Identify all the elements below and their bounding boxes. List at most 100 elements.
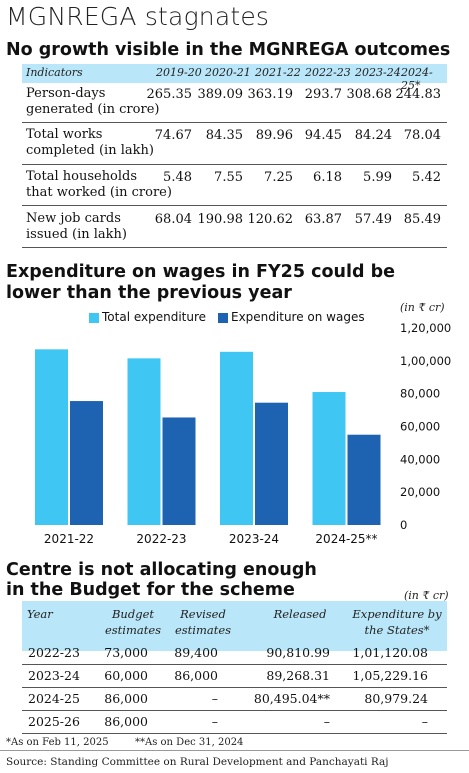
table-cell: 7.55: [214, 170, 243, 185]
row-divider: [22, 164, 447, 165]
table-cell: 5.48: [163, 170, 192, 185]
row-label-line1: Person-days: [26, 86, 106, 101]
table-cell: 7.25: [264, 170, 293, 185]
legend-label-total: Total expenditure: [102, 310, 207, 324]
table-cell: 389.09: [197, 87, 244, 102]
table3-cell-year: 2022-23: [28, 645, 80, 660]
table3-cell-be: 86,000: [104, 714, 148, 729]
chart-title-line2: lower than the previous year: [6, 283, 292, 303]
table3-header-re-line2: estimates: [174, 623, 232, 637]
table3-header-exp-line2: the States*: [364, 623, 430, 637]
table-cell: 63.87: [304, 212, 342, 227]
row-divider: [22, 122, 447, 123]
footnote-1: *As on Feb 11, 2025: [6, 737, 109, 748]
table1-header-year: 2021-22: [255, 66, 301, 79]
table-cell: 78.04: [403, 128, 441, 143]
table-cell: 6.18: [313, 170, 342, 185]
legend-swatch-total: [89, 313, 99, 323]
table3-cell-exp: 1,05,229.16: [352, 668, 428, 683]
table3-header-row: Year Budget estimates Revised estimates …: [22, 601, 447, 651]
table3-cell-released: 90,810.99: [266, 645, 330, 660]
table3-cell-be: 73,000: [104, 645, 148, 660]
bar-total-expenditure: [312, 392, 346, 525]
y-tick-label: 1,00,000: [400, 354, 451, 368]
table-cell: 120.62: [247, 212, 294, 227]
table3-cell-exp: 80,979.24: [364, 691, 428, 706]
table3-cell-exp: –: [421, 714, 428, 729]
table3-cell-released: 80,495.04**: [253, 691, 330, 706]
bar-total-expenditure: [220, 351, 253, 525]
table3-header-released: Released: [273, 607, 327, 621]
table-cell: 68.04: [154, 212, 192, 227]
table-cell: 308.68: [346, 87, 393, 102]
chart-unit: (in ₹ cr): [400, 301, 445, 314]
table1-header-year: 2020-21: [205, 66, 251, 79]
table-cell: 57.49: [354, 212, 392, 227]
table-cell: 5.42: [412, 170, 441, 185]
y-tick-label: 20,000: [400, 485, 440, 499]
chart-title-line1: Expenditure on wages in FY25 could be: [6, 262, 395, 282]
x-tick-label: 2023-24: [229, 532, 279, 546]
row-divider: [22, 687, 447, 688]
x-tick-label: 2024-25**: [315, 532, 377, 546]
y-tick-label: 0: [400, 518, 407, 532]
table-cell: 244.83: [395, 87, 442, 102]
table-cell: 74.67: [154, 128, 192, 143]
row-divider: [22, 205, 447, 206]
bar-total-expenditure: [35, 349, 68, 525]
table1-header-year: 2023-24: [355, 66, 401, 79]
row-label-line1: Total households: [26, 169, 138, 184]
table1-header-row: Indicators 2019-20 2020-21 2021-22 2022-…: [22, 64, 447, 92]
legend-label-wages: Expenditure on wages: [231, 310, 365, 324]
y-tick-label: 80,000: [400, 387, 440, 401]
table-cell: 190.98: [197, 212, 244, 227]
row-label-line2: issued (in lakh): [26, 227, 127, 242]
table-cell: 293.7: [304, 87, 342, 102]
table3-cell-exp: 1,01,120.08: [352, 645, 428, 660]
row-divider: [22, 733, 447, 734]
table3-header-re-line1: Revised: [180, 607, 226, 621]
table3-header-be-line2: estimates: [104, 623, 162, 637]
bar-wage-expenditure: [162, 417, 196, 525]
bar-wage-expenditure: [255, 402, 288, 525]
table3-title-line1: Centre is not allocating enough: [6, 560, 317, 580]
table3-unit: (in ₹ cr): [404, 589, 449, 602]
table3-cell-year: 2025-26: [28, 714, 80, 729]
table3-header-be-line1: Budget: [111, 607, 154, 621]
table3-cell-re: 86,000: [174, 668, 218, 683]
table3-title-line2: in the Budget for the scheme: [6, 580, 295, 600]
row-label-line1: Total works: [26, 127, 103, 142]
row-label-line2: that worked (in crore): [26, 185, 172, 200]
source-note: Source: Standing Committee on Rural Deve…: [6, 756, 389, 768]
table-cell: 94.45: [304, 128, 342, 143]
table-cell: 5.99: [363, 170, 392, 185]
table3-cell-year: 2024-25: [28, 691, 80, 706]
table3-cell-re: 89,400: [174, 645, 218, 660]
divider: [0, 750, 469, 751]
y-tick-label: 60,000: [400, 420, 440, 434]
bar-total-expenditure: [127, 358, 161, 525]
x-tick-label: 2021-22: [44, 532, 94, 546]
y-tick-label: 1,20,000: [400, 321, 451, 335]
table-cell: 85.49: [403, 212, 441, 227]
headline: MGNREGA stagnates: [6, 2, 270, 31]
x-tick-label: 2022-23: [136, 532, 186, 546]
legend-swatch-wages: [218, 313, 228, 323]
row-divider: [22, 710, 447, 711]
table-cell: 363.19: [247, 87, 294, 102]
table3-cell-year: 2023-24: [28, 668, 80, 683]
table3-cell-released: 89,268.31: [266, 668, 330, 683]
bar-wage-expenditure: [347, 434, 381, 525]
table-cell: 89.96: [255, 128, 293, 143]
table3-header-exp-line1: Expenditure by: [352, 607, 442, 621]
table3-header-year: Year: [27, 607, 53, 621]
table3-cell-re: –: [211, 691, 218, 706]
table1-header-year: 2022-23: [305, 66, 351, 79]
table3-cell-be: 86,000: [104, 691, 148, 706]
table1-header-indicators: Indicators: [26, 66, 83, 79]
table3-cell-be: 60,000: [104, 668, 148, 683]
footnote-2: **As on Dec 31, 2024: [135, 737, 244, 748]
y-tick-label: 40,000: [400, 452, 440, 466]
row-divider: [22, 664, 447, 665]
table3-cell-re: –: [211, 714, 218, 729]
